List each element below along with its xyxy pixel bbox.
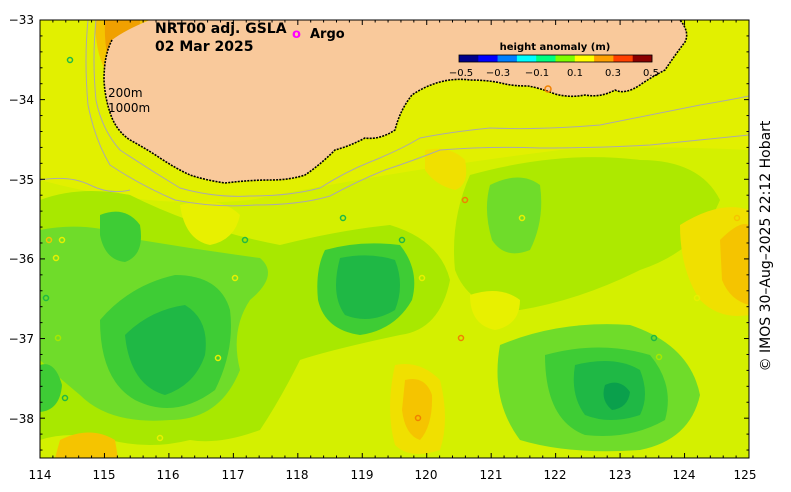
x-tick-label: 116	[157, 468, 180, 482]
x-tick-label: 121	[480, 468, 503, 482]
isobath-label-1000: 1000m	[108, 101, 150, 115]
argo-float	[45, 236, 53, 244]
x-tick-label: 120	[415, 468, 438, 482]
argo-float	[457, 334, 465, 342]
colorbar-swatch	[478, 55, 498, 62]
argo-float	[418, 274, 426, 282]
map-title: NRT00 adj. GSLA 02 Mar 2025	[155, 21, 287, 55]
colorbar-swatch	[459, 55, 479, 62]
argo-float	[406, 414, 414, 422]
y-tick-label: −38	[9, 412, 34, 426]
plot-area	[40, 20, 749, 458]
argo-float	[693, 294, 701, 302]
colorbar-title: height anomaly (m)	[500, 42, 611, 53]
colorbar-swatch	[516, 55, 537, 62]
argo-float	[518, 214, 526, 222]
argo-float	[231, 274, 239, 282]
coastline	[103, 20, 688, 184]
y-tick-label: −34	[9, 93, 34, 107]
colorbar-tick: 0.5	[643, 68, 659, 79]
colorbar-tick: 0.3	[605, 68, 621, 79]
x-tick-label: 114	[29, 468, 52, 482]
title-date: 02 Mar 2025	[155, 39, 253, 55]
argo-float	[214, 354, 222, 362]
colorbar: height anomaly (m) −0.5 −0.3 −0.1 0.1 0.…	[449, 42, 659, 79]
y-tick-label: −36	[9, 252, 34, 266]
argo-float	[461, 196, 469, 204]
title-product: NRT00 adj. GSLA	[155, 21, 287, 37]
colorbar-swatch	[574, 55, 595, 62]
colorbar-swatch	[497, 55, 518, 62]
argo-float	[54, 334, 62, 342]
argo-float	[650, 334, 658, 342]
x-tick-label: 115	[93, 468, 116, 482]
argo-float	[655, 353, 663, 361]
y-tick-label: −33	[9, 13, 34, 27]
x-axis: 114 115 116 117 118 119 120 121 122 123 …	[29, 468, 757, 482]
argo-float	[398, 236, 406, 244]
argo-float	[58, 236, 66, 244]
colorbar-frame	[458, 54, 653, 63]
isobath-labels: 200m 1000m	[108, 86, 150, 115]
colorbar-tick: 0.1	[567, 68, 583, 79]
colorbar-swatch	[594, 55, 614, 62]
colorbar-swatch	[536, 55, 556, 62]
isobath-label-200: 200m	[108, 86, 143, 100]
colorbar-tick: −0.1	[525, 68, 549, 79]
argo-float	[61, 394, 69, 402]
isobath-lines	[40, 20, 749, 207]
colorbar-swatch	[613, 55, 633, 62]
colorbar-swatches	[459, 55, 653, 62]
x-tick-label: 117	[222, 468, 245, 482]
copyright-timestamp: © IMOS 30–Aug–2025 22:12 Hobart	[758, 120, 774, 372]
x-tick-label: 122	[544, 468, 567, 482]
colorbar-tick: −0.3	[486, 68, 510, 79]
x-tick-label: 124	[673, 468, 696, 482]
plot-frame	[39, 19, 750, 459]
x-tick-label: 119	[351, 468, 374, 482]
y-axis: −33 −34 −35 −36 −37 −38	[9, 13, 34, 426]
x-tick-label: 123	[609, 468, 632, 482]
argo-float	[52, 254, 60, 262]
argo-float	[414, 414, 422, 422]
argo-legend: o Argo	[292, 27, 345, 42]
colorbar-tick: −0.5	[449, 68, 473, 79]
colorbar-swatch	[555, 55, 576, 62]
y-tick-label: −37	[9, 332, 34, 346]
argo-float	[733, 214, 741, 222]
colorbar-swatch	[632, 55, 653, 62]
argo-legend-label: Argo	[310, 27, 345, 42]
argo-float	[544, 85, 552, 93]
axis-ticks	[39, 19, 750, 458]
argo-float	[241, 236, 249, 244]
argo-float	[66, 56, 74, 64]
argo-float	[339, 214, 347, 222]
argo-floats	[42, 56, 741, 442]
argo-float	[42, 294, 50, 302]
x-tick-label: 118	[286, 468, 309, 482]
argo-float	[156, 434, 164, 442]
x-tick-label: 125	[734, 468, 757, 482]
argo-legend-symbol: o	[292, 27, 301, 42]
y-tick-label: −35	[9, 173, 34, 187]
argo-float	[412, 394, 420, 402]
